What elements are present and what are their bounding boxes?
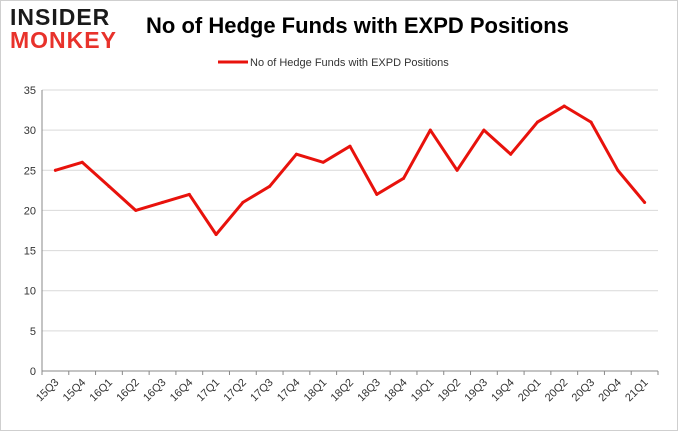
data-point	[107, 184, 111, 188]
x-tick-label: 18Q4	[382, 377, 410, 405]
x-tick-label: 17Q2	[221, 377, 249, 405]
x-tick-label: 16Q4	[168, 377, 196, 405]
data-point	[161, 200, 165, 204]
x-tick-label: 18Q1	[302, 377, 330, 405]
legend: No of Hedge Funds with EXPD Positions	[218, 57, 449, 69]
x-tick-label: 20Q1	[516, 377, 544, 405]
x-tick-label: 17Q1	[195, 377, 223, 405]
logo-line-1: INSIDER	[10, 4, 111, 30]
y-tick-label: 5	[30, 326, 36, 338]
data-point	[321, 160, 325, 164]
x-tick-label: 15Q4	[61, 377, 89, 405]
x-tick-label: 16Q2	[114, 377, 142, 405]
data-point	[294, 152, 298, 156]
data-point	[589, 120, 593, 124]
y-tick-label: 20	[24, 205, 36, 217]
x-tick-label: 19Q3	[463, 377, 491, 405]
x-tick-label: 19Q4	[489, 377, 517, 405]
x-tick-label: 16Q1	[88, 377, 116, 405]
y-tick-labels: 0 5 10 15 20 25 30 35	[24, 85, 36, 378]
data-point	[402, 176, 406, 180]
x-tick-label: 15Q3	[34, 377, 62, 405]
insider-monkey-logo: INSIDER MONKEY	[10, 6, 130, 52]
data-point	[643, 200, 647, 204]
chart-title: No of Hedge Funds with EXPD Positions	[146, 13, 569, 38]
data-point	[268, 184, 272, 188]
data-point	[187, 192, 191, 196]
axes	[41, 90, 659, 375]
x-tick-label: 20Q3	[570, 377, 598, 405]
data-point	[482, 128, 486, 132]
data-point	[348, 144, 352, 148]
data-point	[535, 120, 539, 124]
x-tick-label: 21Q1	[623, 377, 651, 405]
data-point	[53, 168, 57, 172]
legend-label: No of Hedge Funds with EXPD Positions	[250, 57, 449, 69]
y-tick-label: 10	[24, 286, 36, 298]
x-tick-label: 16Q3	[141, 377, 169, 405]
x-tick-label: 17Q4	[275, 377, 303, 405]
data-point	[455, 168, 459, 172]
x-tick-label: 18Q3	[355, 377, 383, 405]
data-point	[134, 208, 138, 212]
x-tick-label: 18Q2	[329, 377, 357, 405]
data-point	[428, 128, 432, 132]
y-tick-label: 15	[24, 246, 36, 258]
x-tick-label: 17Q3	[248, 377, 276, 405]
data-point	[214, 233, 218, 237]
x-tick-label: 20Q4	[596, 377, 624, 405]
y-tick-label: 35	[24, 85, 36, 97]
data-point	[241, 200, 245, 204]
x-tick-label: 19Q1	[409, 377, 437, 405]
series-layer	[53, 104, 647, 237]
data-point	[616, 168, 620, 172]
x-tick-label: 19Q2	[436, 377, 464, 405]
grid-lines	[42, 89, 658, 332]
data-point	[562, 104, 566, 108]
y-tick-label: 0	[30, 366, 36, 378]
data-point	[509, 152, 513, 156]
y-tick-label: 25	[24, 165, 36, 177]
logo-line-2: MONKEY	[10, 27, 117, 53]
data-point	[80, 160, 84, 164]
x-tick-labels: 15Q3 15Q4 16Q1 16Q2 16Q3 16Q4 17Q1 17Q2 17Q3 17Q4…	[34, 377, 651, 405]
x-tick-label: 20Q2	[543, 377, 571, 405]
y-tick-label: 30	[24, 125, 36, 137]
data-point	[375, 192, 379, 196]
